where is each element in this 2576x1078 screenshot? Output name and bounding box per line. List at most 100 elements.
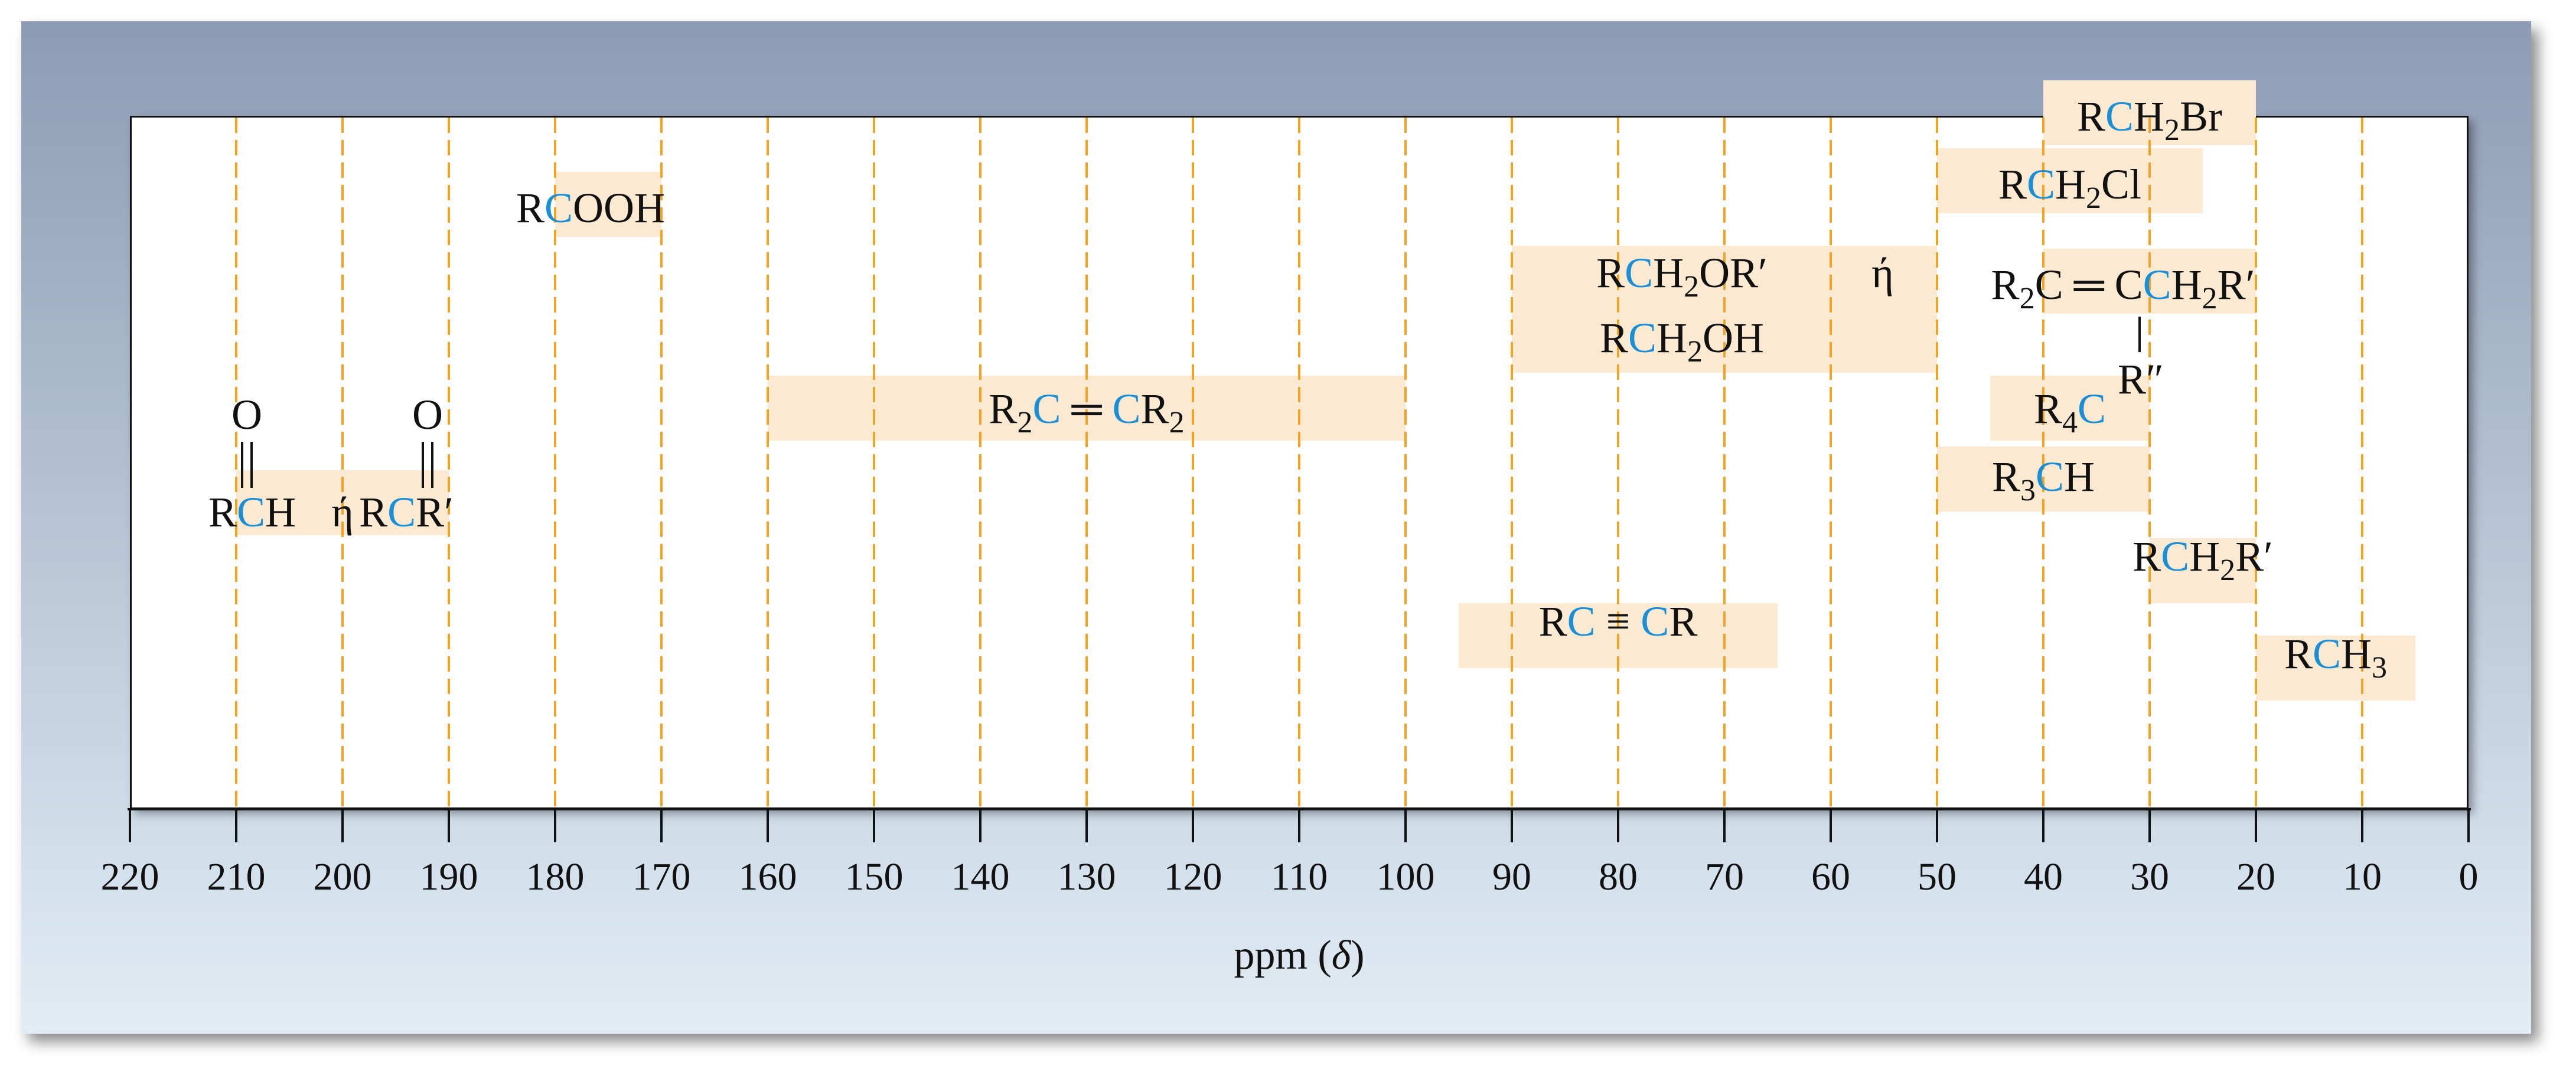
label-rch2cl-part: Cl <box>2101 161 2141 208</box>
range-band-rch2cl <box>1937 148 2203 213</box>
label-rch2cl-part: C <box>2027 161 2055 208</box>
label-alkyne-part: C <box>1641 598 1669 645</box>
x-tick-label: 170 <box>632 855 691 898</box>
label-aldehyde: RCH <box>208 488 296 536</box>
label-alcohol-part: R <box>1600 314 1628 361</box>
x-tick-label: 20 <box>2236 855 2275 898</box>
label-rch2br-part: R <box>2077 93 2105 140</box>
label-alkene-part: ═ <box>1061 385 1112 432</box>
label-aldehyde-part: C <box>237 488 265 536</box>
label-r3ch-part: R <box>1992 453 2020 500</box>
label-rcooh-part: R <box>516 184 544 232</box>
x-axis-title-prefix: ppm ( <box>1234 933 1331 978</box>
label-allylic-part: ═ <box>2063 261 2115 308</box>
label-carbonyl-connector: ή <box>331 488 354 536</box>
label-alcohol-part: OH <box>1703 314 1764 361</box>
label-ketone-part: R′ <box>416 488 454 536</box>
label-ether-part: R <box>1596 249 1625 297</box>
x-tick-label: 160 <box>739 855 797 898</box>
figure-panel: 220 210 200 190 180 170 160 150 140 130 120 110 100 9… <box>21 21 2531 1034</box>
label-ether-part: C <box>1625 249 1653 297</box>
x-tick-label: 60 <box>1811 855 1850 898</box>
x-tick-label: 70 <box>1705 855 1744 898</box>
label-rch3: RCH3 <box>2284 630 2387 685</box>
label-rch2r: RCH2R′ <box>2132 533 2273 587</box>
label-ketone-oxygen: O <box>412 391 443 438</box>
label-r3ch-part: 3 <box>2020 474 2036 507</box>
range-band-rch2r <box>2150 538 2256 603</box>
label-r4c: R4C <box>2034 385 2106 439</box>
x-tick-label: 130 <box>1058 855 1116 898</box>
label-allylic-part: 2 <box>2202 282 2218 315</box>
label-rch2r-part: R <box>2132 533 2161 580</box>
label-alkene-part: R <box>989 385 1017 432</box>
x-tick-label: 120 <box>1164 855 1222 898</box>
label-alkene-part: 2 <box>1169 406 1185 439</box>
label-rch2cl-part: H <box>2055 161 2086 208</box>
x-tick-label: 90 <box>1492 855 1531 898</box>
label-alcohol-part: C <box>1628 314 1657 361</box>
label-ether: RCH2OR′ <box>1596 249 1768 304</box>
label-alkyne-part: ≡ <box>1596 598 1641 645</box>
label-rch2br: RCH2Br <box>2077 93 2222 147</box>
label-ketone: RCR′ <box>359 488 454 536</box>
gridlines <box>235 118 2363 807</box>
x-tick-label: 50 <box>1918 855 1957 898</box>
x-tick-label: 140 <box>951 855 1010 898</box>
x-axis-title-symbol: δ <box>1332 933 1352 978</box>
label-alkene-part: C <box>1032 385 1061 432</box>
label-rch2r-part: H <box>2189 533 2220 580</box>
label-rch2br-part: C <box>2105 93 2134 140</box>
label-aldehyde-part: H <box>265 488 296 536</box>
label-rch3-part: H <box>2341 630 2372 678</box>
label-ether-part: OR′ <box>1699 249 1768 297</box>
label-rch3-part: 3 <box>2372 651 2387 685</box>
range-band-r4c <box>1990 376 2150 441</box>
range-band-rch3 <box>2256 636 2415 701</box>
chart: 220 210 200 190 180 170 160 150 140 130 120 110 100 9… <box>101 80 2479 978</box>
label-allylic-part: C <box>2143 261 2171 308</box>
label-r3ch: R3CH <box>1992 453 2095 507</box>
x-tick-label: 180 <box>526 855 585 898</box>
label-rch3-part: R <box>2284 630 2313 678</box>
x-tick-label: 200 <box>314 855 372 898</box>
label-allylic-part: C <box>2035 261 2063 308</box>
label-alcohol-part: H <box>1657 314 1687 361</box>
x-tick-label: 150 <box>845 855 904 898</box>
label-r4c-part: C <box>2078 385 2106 432</box>
x-tick-label: 100 <box>1377 855 1435 898</box>
label-alkyne-part: C <box>1567 598 1596 645</box>
label-alkene-part: 2 <box>1017 406 1032 439</box>
label-alcohol: RCH2OH <box>1600 314 1764 369</box>
x-axis: 220 210 200 190 180 170 160 150 140 130 120 110 100 9… <box>101 808 2479 978</box>
x-tick-label: 10 <box>2343 855 2382 898</box>
label-r3ch-part: C <box>2036 453 2064 500</box>
label-rcooh-part: C <box>544 184 573 232</box>
label-alcohol-part: 2 <box>1687 335 1703 369</box>
label-rch2r-part: R′ <box>2235 533 2273 580</box>
x-axis-title: ppm (δ) <box>1234 933 1364 978</box>
label-allylic-part: H <box>2171 261 2202 308</box>
label-rch2cl-part: 2 <box>2086 181 2101 215</box>
label-ketone-part: R <box>359 488 387 536</box>
x-axis-title-suffix: ) <box>1351 933 1364 978</box>
label-ketone-part: C <box>387 488 416 536</box>
range-band-alkene <box>768 376 1406 441</box>
label-rcooh: RCOOH <box>516 184 665 232</box>
x-tick-label: 210 <box>207 855 266 898</box>
label-alkene-part: C <box>1113 385 1141 432</box>
label-alkene: R2C ═ CR2 <box>989 385 1184 439</box>
x-tick-label: 0 <box>2459 855 2479 898</box>
x-tick-label: 80 <box>1599 855 1638 898</box>
label-r4c-part: R <box>2034 385 2062 432</box>
range-band-rcooh <box>555 172 661 237</box>
x-tick-label: 220 <box>101 855 159 898</box>
x-tick-label: 30 <box>2130 855 2169 898</box>
label-allylic-part: C <box>2115 261 2143 308</box>
label-allylic-part: 2 <box>2020 282 2035 315</box>
range-band-rch2br <box>2043 80 2256 145</box>
label-rch2cl: RCH2Cl <box>1998 161 2141 215</box>
label-aldehyde-part: R <box>208 488 237 536</box>
label-rch2br-part: H <box>2134 93 2164 140</box>
